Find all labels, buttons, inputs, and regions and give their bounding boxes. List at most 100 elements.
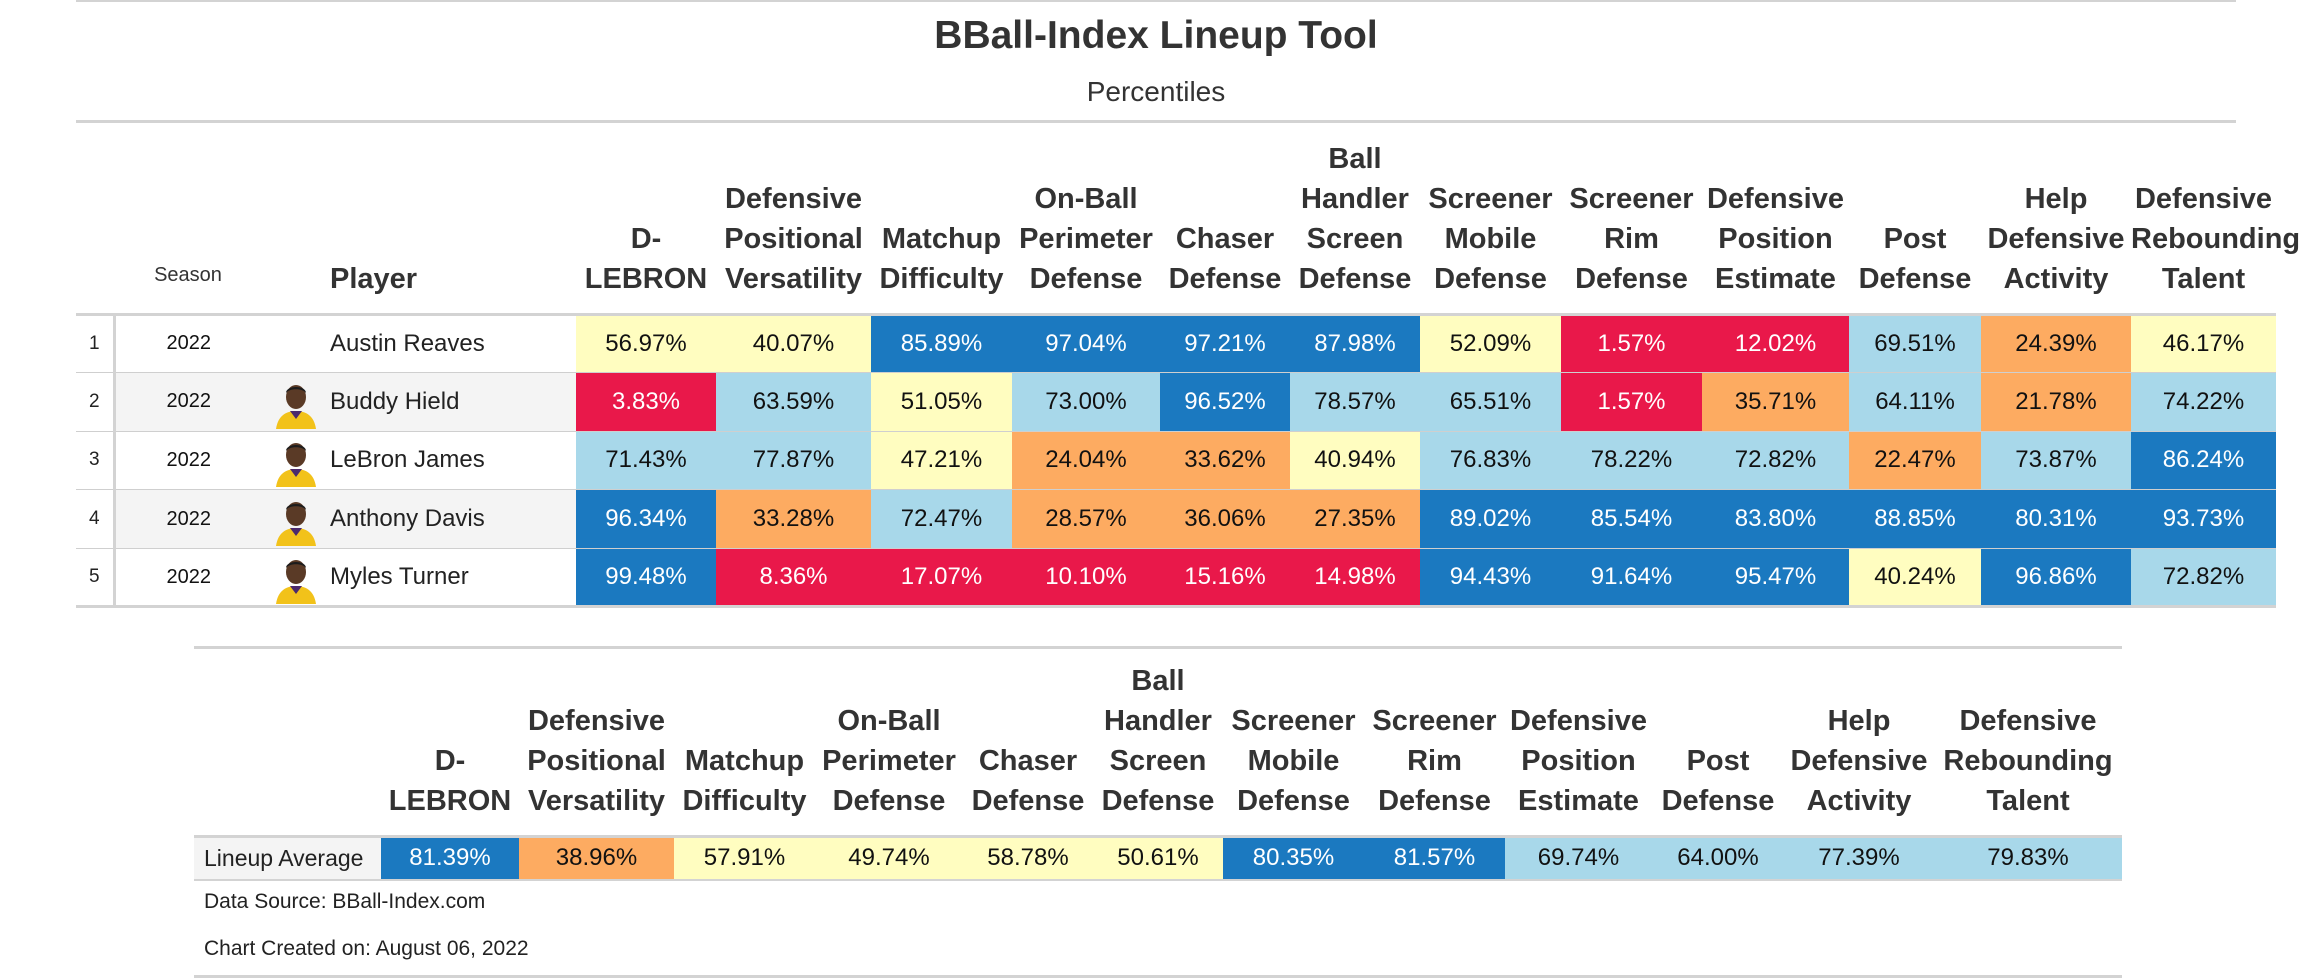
percentile-cell: 33.28%: [716, 489, 871, 549]
column-header-line: Defense: [1029, 262, 1143, 295]
row-rank: 1: [76, 314, 116, 373]
percentile-cell: 97.21%: [1160, 314, 1290, 373]
average-percentile-cell: 57.91%: [674, 836, 815, 880]
row-season: 2022: [114, 372, 262, 432]
percentile-cell: 72.82%: [1702, 431, 1849, 490]
percentile-cell: 1.57%: [1561, 314, 1702, 373]
player-headshot-icon: [276, 502, 316, 547]
column-header-line: Ball: [1328, 142, 1382, 175]
percentile-cell: 73.87%: [1981, 431, 2131, 490]
column-header-line: Ball: [1131, 664, 1185, 697]
column-header-line: On-Ball: [1034, 182, 1138, 215]
player-header: Player: [330, 262, 418, 295]
percentile-cell: 86.24%: [2131, 431, 2276, 490]
column-header-line: Defensive: [527, 704, 665, 737]
main-col-3: On-Ball Perimeter Defense: [1012, 128, 1160, 314]
percentile-cell: 24.39%: [1981, 314, 2131, 373]
column-header-line: Defensive: [724, 182, 862, 215]
average-col-11: Defensive Rebounding Talent: [1934, 650, 2122, 836]
column-header-line: Matchup: [684, 744, 805, 777]
row-season: 2022: [114, 489, 262, 549]
table-row: 4 2022 Anthony Davis 96.34% 33.28% 72.47% 28.5…: [76, 489, 2276, 549]
column-header-line: Screen: [1109, 744, 1207, 777]
percentile-cell: 93.73%: [2131, 489, 2276, 549]
column-header-line: Defense: [1237, 784, 1350, 817]
average-percentile-cell: 38.96%: [519, 836, 674, 880]
percentile-cell: 14.98%: [1290, 548, 1420, 607]
headshot-header: [262, 128, 330, 314]
percentile-cell: 99.48%: [576, 548, 716, 607]
main-col-6: Screener Mobile Defense: [1420, 128, 1561, 314]
player-name-myles-turner: Myles Turner: [330, 563, 469, 591]
average-col-3: On-Ball Perimeter Defense: [815, 650, 963, 836]
main-col-10: Help Defensive Activity: [1981, 128, 2131, 314]
column-header-line: Screener: [1569, 182, 1694, 215]
main-col-9: Post Defense: [1849, 128, 1981, 314]
percentile-cell: 27.35%: [1290, 489, 1420, 549]
percentile-cell: 71.43%: [576, 431, 716, 490]
main-col-8: Defensive Position Estimate: [1702, 128, 1849, 314]
column-header-line: LEBRON: [388, 784, 512, 817]
percentile-cell: 56.97%: [576, 314, 716, 373]
column-header-line: Screen: [1306, 222, 1404, 255]
player-name-buddy-hield: Buddy Hield: [330, 372, 576, 432]
percentile-cell: 96.86%: [1981, 548, 2131, 607]
column-header-line: Talent: [1986, 784, 2070, 817]
player-percentile-table: Season Player D- LEBRON Defensive Positiona…: [76, 128, 2300, 608]
column-header-line: Defense: [1298, 262, 1412, 295]
data-source-note: Data Source: BBall-Index.com: [204, 890, 486, 913]
column-header-line: Post: [1686, 744, 1750, 777]
percentile-cell: 77.87%: [716, 431, 871, 490]
percentile-cell: 88.85%: [1849, 489, 1981, 549]
column-header-line: Chaser: [1175, 222, 1275, 255]
row-season: 2022: [166, 448, 212, 471]
percentile-cell: 40.07%: [716, 314, 871, 373]
column-header-line: Defensive: [1790, 744, 1928, 777]
percentile-cell: 63.59%: [716, 372, 871, 432]
average-col-9: Post Defense: [1652, 650, 1784, 836]
table-row: 5 2022 Myles Turner 99.48% 8.36% 17.07% 10.10%…: [76, 548, 2276, 607]
percentile-cell: 87.98%: [1290, 314, 1420, 373]
average-col-10: Help Defensive Activity: [1784, 650, 1934, 836]
average-top-rule: [194, 646, 2122, 649]
rank-header: [76, 128, 114, 314]
column-header-line: Defense: [1168, 262, 1282, 295]
average-percentile-cell: 77.39%: [1784, 836, 1934, 880]
main-col-7: Screener Rim Defense: [1561, 128, 1702, 314]
percentile-cell: 8.36%: [716, 548, 871, 607]
player-name-austin-reaves: Austin Reaves: [330, 329, 485, 357]
column-header-line: Versatility: [724, 262, 863, 295]
percentile-cell: 65.51%: [1420, 372, 1561, 432]
column-header-line: Difficulty: [879, 262, 1004, 295]
percentile-cell: 94.43%: [1420, 548, 1561, 607]
column-header-line: Estimate: [1715, 262, 1836, 295]
column-header-line: Post: [1883, 222, 1947, 255]
player-name-anthony-davis: Anthony Davis: [330, 489, 576, 549]
lineup-average-label: Lineup Average: [194, 836, 381, 880]
row-season: 2022: [166, 565, 212, 588]
main-col-0: D- LEBRON: [576, 128, 716, 314]
percentile-cell: 73.00%: [1012, 372, 1160, 432]
percentile-cell: 3.83%: [576, 372, 716, 432]
column-header-line: Positional: [527, 744, 666, 777]
percentile-cell: 96.52%: [1160, 372, 1290, 432]
percentile-cell: 78.22%: [1561, 431, 1702, 490]
percentile-cell: 85.54%: [1561, 489, 1702, 549]
chart-created-note: Chart Created on: August 06, 2022: [204, 937, 529, 960]
column-header-line: Defensive: [1959, 704, 2097, 737]
top-rule: [76, 0, 2236, 2]
player-headshot-icon: [276, 560, 316, 605]
percentile-cell: 12.02%: [1702, 314, 1849, 373]
average-col-7: Screener Rim Defense: [1364, 650, 1505, 836]
average-col-2: Matchup Difficulty: [674, 650, 815, 836]
percentile-cell: 28.57%: [1012, 489, 1160, 549]
row-headshot: [262, 489, 330, 549]
row-headshot: [262, 548, 330, 607]
column-header-line: Defense: [971, 784, 1085, 817]
column-header-line: Defensive: [1987, 222, 2125, 255]
average-percentile-cell: 64.00%: [1652, 836, 1784, 880]
header-rule: [76, 120, 2236, 123]
row-rank: 5: [76, 548, 116, 607]
main-col-4: Chaser Defense: [1160, 128, 1290, 314]
